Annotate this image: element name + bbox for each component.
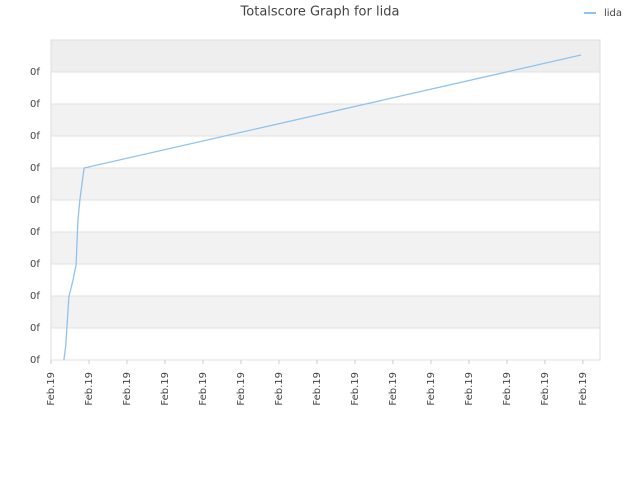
plot-band (51, 40, 600, 72)
x-tick-label: Feb.19 (84, 372, 95, 406)
y-tick-label: 0f (30, 67, 40, 78)
y-tick-label: 0f (30, 259, 40, 270)
x-tick-label: Feb.19 (198, 372, 209, 406)
plot-band (51, 200, 600, 232)
x-tick-label: Feb.19 (350, 372, 361, 406)
y-tick-label: 0f (30, 355, 40, 366)
y-tick-label: 0f (30, 99, 40, 110)
chart-title: Totalscore Graph for lida (240, 5, 400, 20)
plot-band (51, 264, 600, 296)
x-tick-label: Feb.19 (312, 372, 323, 406)
plot-band (51, 232, 600, 264)
plot-band (51, 104, 600, 136)
x-tick-label: Feb.19 (426, 372, 437, 406)
plot-band (51, 168, 600, 200)
x-tick-label: Feb.19 (502, 372, 513, 406)
y-tick-label: 0f (30, 195, 40, 206)
y-tick-label: 0f (30, 291, 40, 302)
y-tick-label: 0f (30, 227, 40, 238)
data-line (63, 54, 582, 361)
x-tick-label: Feb.19 (388, 372, 399, 406)
x-tick-label: Feb.19 (236, 372, 247, 406)
x-tick-label: Feb.19 (274, 372, 285, 406)
plot-band (51, 296, 600, 328)
plot-band (51, 72, 600, 104)
x-tick-label: Feb.19 (464, 372, 475, 406)
x-tick-label: Feb.19 (160, 372, 171, 406)
x-tick-label: Feb.19 (46, 372, 57, 406)
y-tick-label: 0f (30, 323, 40, 334)
legend-label: lida (604, 8, 622, 19)
y-tick-label: 0f (30, 131, 40, 142)
plot-band (51, 328, 600, 360)
x-tick-label: Feb.19 (578, 372, 589, 406)
plot-band (51, 136, 600, 168)
x-tick-label: Feb.19 (122, 372, 133, 406)
y-tick-label: 0f (30, 163, 40, 174)
x-tick-label: Feb.19 (540, 372, 551, 406)
